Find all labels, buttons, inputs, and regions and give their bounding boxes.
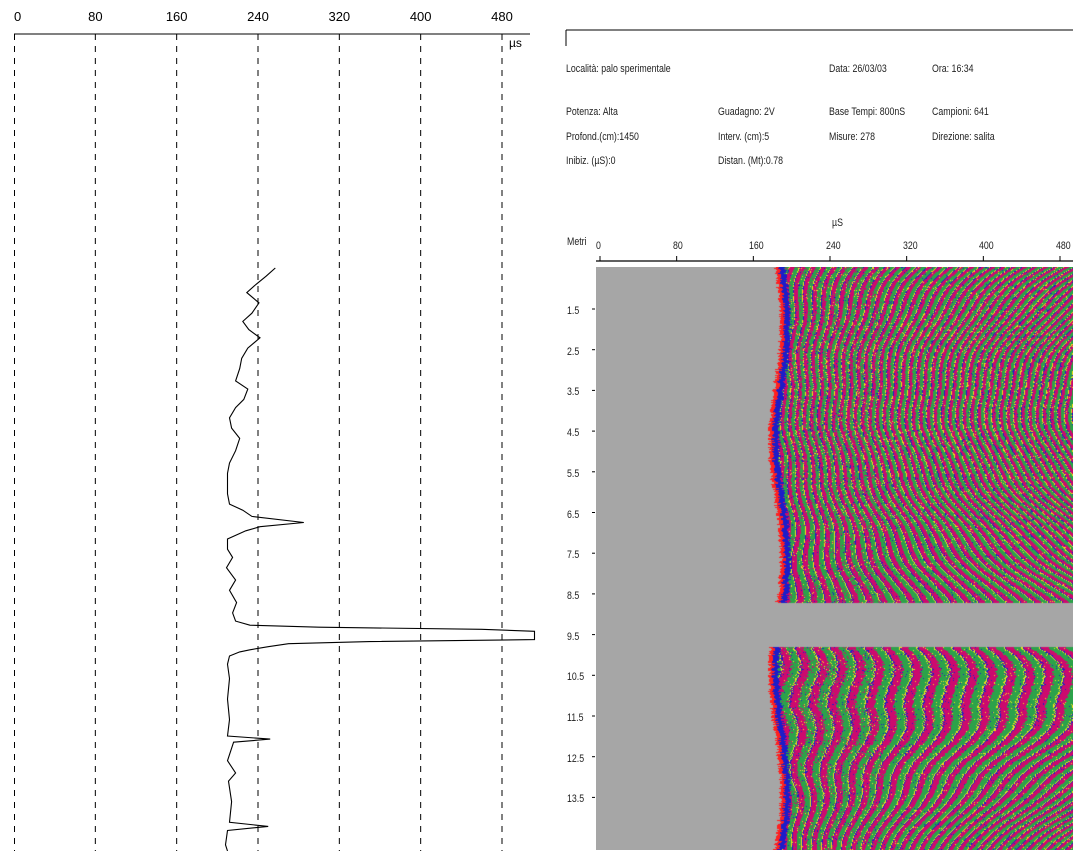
x-axis-unit: µs xyxy=(509,36,522,50)
radar-x-tick-label: 160 xyxy=(749,240,765,252)
series-line xyxy=(224,267,536,851)
info-base-tempi: Base Tempi: 800nS xyxy=(829,106,906,118)
radar-depth-label: 8.5 xyxy=(567,589,580,602)
info-potenza: Potenza: Alta xyxy=(566,106,618,118)
radar-y-title: Metri xyxy=(567,236,587,248)
x-tick-label: 480 xyxy=(491,9,513,24)
info-guadagno: Guadagno: 2V xyxy=(718,106,775,118)
radar-depth-label: 13.5 xyxy=(567,793,585,806)
info-distan: Distan. (Mt):0.78 xyxy=(718,155,784,167)
radar-x-tick-label: 480 xyxy=(1056,240,1071,252)
x-tick-label: 320 xyxy=(328,9,350,24)
radar-x-tick-label: 240 xyxy=(826,240,841,252)
info-data: Data: 26/03/03 xyxy=(829,63,887,75)
grid-lines xyxy=(14,34,503,851)
radargram-image xyxy=(596,267,1073,850)
radar-axis xyxy=(592,256,1073,798)
info-localita: Località: palo sperimentale xyxy=(566,63,671,75)
radar-x-title: µS xyxy=(832,217,843,229)
radar-depth-label: 2.5 xyxy=(567,345,580,358)
radar-frame xyxy=(565,29,1073,46)
radar-depth-label: 5.5 xyxy=(567,467,580,480)
radar-depth-label: 11.5 xyxy=(567,712,584,724)
radar-depth-label: 7.5 xyxy=(567,549,580,562)
radar-x-tick-label: 320 xyxy=(902,240,918,252)
radar-panel: Località: palo sperimentale Data: 26/03/… xyxy=(560,0,1073,851)
radar-depth-label: 6.5 xyxy=(567,508,580,521)
x-tick-label: 0 xyxy=(14,9,21,24)
x-tick-label: 80 xyxy=(88,9,102,24)
radar-depth-label: 9.5 xyxy=(567,630,580,643)
x-tick-label: 160 xyxy=(166,9,188,24)
radar-depth-label: 12.5 xyxy=(567,752,585,765)
x-tick-label: 400 xyxy=(410,9,432,24)
info-ora: Ora: 16:34 xyxy=(932,63,974,75)
x-tick-label: 240 xyxy=(247,9,269,24)
x-tick-labels: 0 80 160 240 320 400 480 xyxy=(14,9,513,24)
info-profond: Profond.(cm):1450 xyxy=(566,131,639,143)
radar-depth-label: 3.5 xyxy=(567,386,580,399)
radar-depth-label: 10.5 xyxy=(567,671,585,684)
radar-x-tick-label: 400 xyxy=(979,240,995,252)
radar-x-tick-label: 80 xyxy=(672,240,683,252)
info-inibiz: Inibiz. (µS):0 xyxy=(566,155,616,167)
travel-time-chart: 0 80 160 240 320 400 480 µs xyxy=(14,9,536,851)
radar-depth-label: 4.5 xyxy=(567,427,580,440)
info-misure: Misure: 278 xyxy=(829,131,875,143)
radar-x-tick-label: 0 xyxy=(596,240,601,252)
info-interv: Interv. (cm):5 xyxy=(718,131,770,143)
info-direzione: Direzione: salita xyxy=(932,131,995,143)
radar-depth-label: 1.5 xyxy=(567,305,580,317)
info-campioni: Campioni: 641 xyxy=(932,106,989,118)
